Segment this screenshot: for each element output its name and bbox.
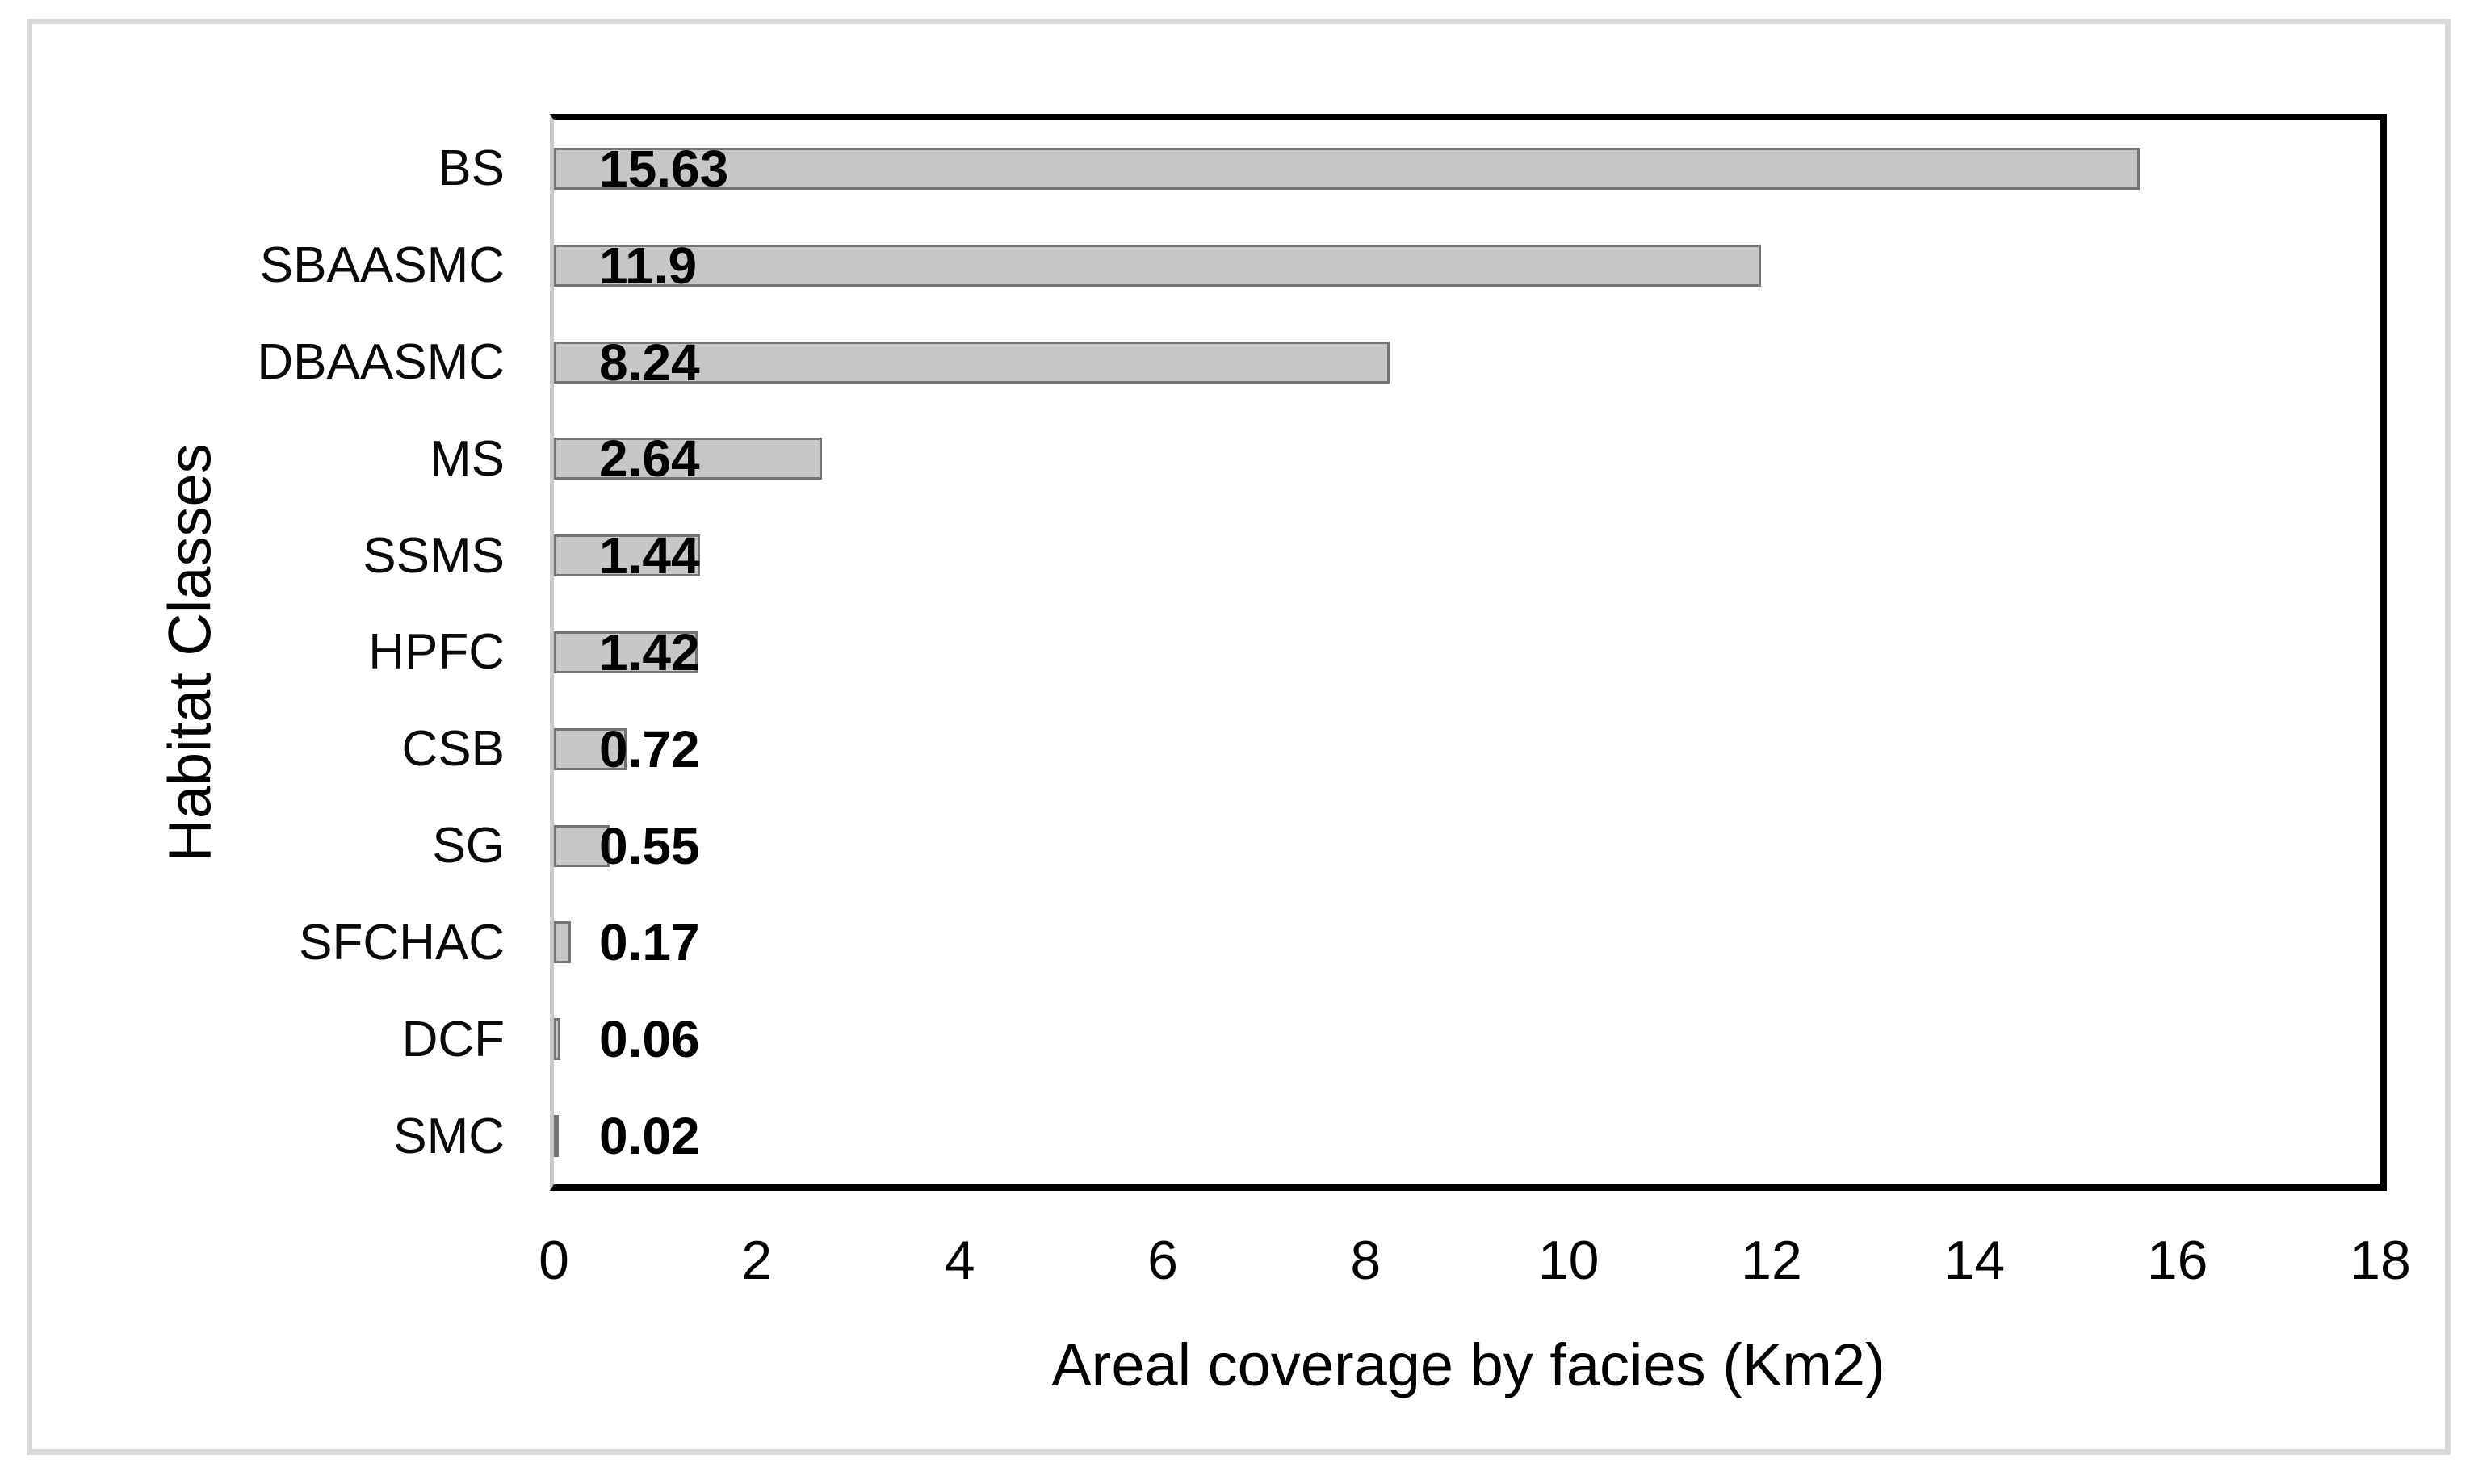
bar: [554, 1018, 560, 1061]
plot-area: [550, 114, 2387, 1191]
bar: [554, 341, 1390, 384]
y-axis-category-label: SFCHAC: [299, 914, 505, 970]
x-axis-tick-label: 0: [539, 1230, 569, 1291]
bar: [554, 438, 822, 480]
bar: [554, 727, 627, 770]
bar: [554, 147, 2140, 190]
x-axis-tick-label: 16: [2146, 1230, 2208, 1291]
bar: [554, 534, 700, 577]
bar-value-label: 0.55: [599, 816, 700, 875]
y-axis-category-label: MS: [430, 430, 505, 487]
y-axis-category-label: DCF: [401, 1011, 505, 1067]
bar-value-label: 8.24: [599, 333, 700, 392]
bar-value-label: 1.44: [599, 526, 700, 585]
x-axis-tick-label: 14: [1944, 1230, 2006, 1291]
x-axis-tick-label: 2: [741, 1230, 773, 1291]
bar-value-label: 0.17: [599, 913, 700, 972]
bar-value-label: 15.63: [599, 139, 729, 198]
y-axis-category-label: HPFC: [368, 624, 505, 681]
x-axis-tick-label: 10: [1537, 1230, 1600, 1291]
bar: [554, 1115, 559, 1158]
bar: [554, 631, 698, 673]
bar: [554, 921, 571, 964]
y-axis-category-label: SMC: [393, 1108, 505, 1164]
y-axis-category-label: BS: [438, 140, 505, 197]
x-axis-tick-label: 8: [1350, 1230, 1382, 1291]
y-axis-category-label: SSMS: [363, 527, 505, 584]
y-axis-category-label: CSB: [401, 721, 505, 778]
x-axis-title: Areal coverage by facies (Km2): [1051, 1331, 1885, 1398]
x-axis-tick-label: 18: [2350, 1230, 2411, 1291]
bar: [554, 244, 1761, 287]
chart-frame: Habitat Classes Areal coverage by facies…: [27, 19, 2451, 1455]
bar-value-label: 2.64: [599, 430, 700, 488]
bar-value-label: 0.72: [599, 719, 700, 778]
bar-value-label: 11.9: [599, 236, 698, 295]
bar: [554, 824, 610, 867]
y-axis-category-label: SG: [432, 818, 505, 874]
y-axis-category-label: DBAASMC: [257, 334, 505, 391]
bar-value-label: 0.02: [599, 1107, 700, 1166]
bar-value-label: 0.06: [599, 1010, 700, 1069]
y-axis-category-label: SBAASMC: [259, 237, 505, 294]
x-axis-tick-label: 6: [1147, 1230, 1178, 1291]
x-axis-tick-label: 4: [944, 1230, 975, 1291]
x-axis-tick-label: 12: [1741, 1230, 1802, 1291]
bar-value-label: 1.42: [599, 623, 700, 681]
